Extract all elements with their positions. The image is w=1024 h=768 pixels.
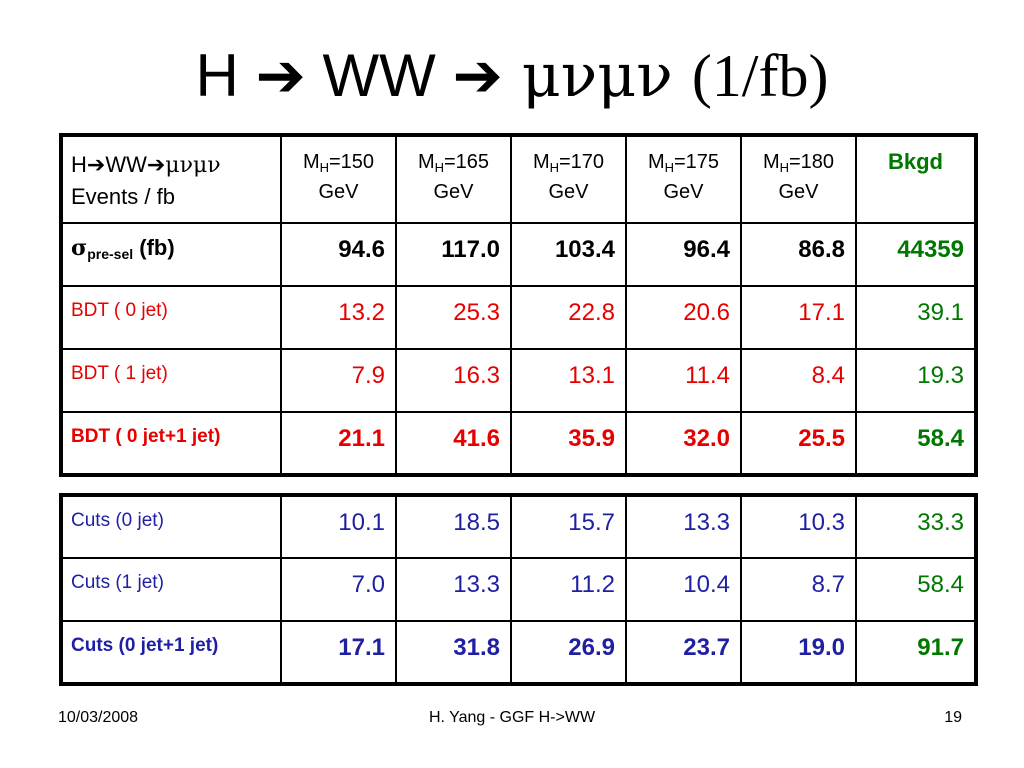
row-label: BDT ( 0 jet+1 jet): [60, 411, 282, 476]
table-cell: 96.4: [625, 222, 742, 287]
footer-author: H. Yang - GGF H->WW: [428, 709, 596, 726]
row-label: BDT ( 0 jet): [60, 285, 282, 350]
table-cell: 117.0: [395, 222, 512, 287]
table-cell-bkgd: 44359: [855, 222, 977, 287]
arrow-icon: ➔: [86, 152, 106, 177]
table-cell: 17.1: [740, 285, 857, 350]
row-label: Cuts (1 jet): [60, 557, 282, 622]
table-cell: 16.3: [395, 348, 512, 413]
table-row: Cuts (0 jet+1 jet) 17.1 31.8 26.9 23.7 1…: [60, 620, 977, 685]
arrow-icon: ➔: [146, 152, 166, 177]
cuts-results-table: Cuts (0 jet) 10.1 18.5 15.7 13.3 10.3 33…: [59, 493, 978, 686]
table-cell: 17.1: [280, 620, 397, 685]
table-cell: 13.3: [625, 494, 742, 559]
table-cell: 94.6: [280, 222, 397, 287]
table-cell: 25.5: [740, 411, 857, 476]
table-cell: 13.2: [280, 285, 397, 350]
table-header-row: H➔WW➔μνμν Events / fb MH=150 GeV MH=165 Ge…: [60, 134, 977, 224]
header-events-label: Events / fb: [71, 184, 175, 209]
header-process-cell: H➔WW➔μνμν Events / fb: [60, 134, 282, 224]
arrow-icon: ➔: [255, 42, 306, 109]
header-greek: μνμν: [165, 153, 221, 178]
table-cell: 22.8: [510, 285, 627, 350]
bkgd-header: Bkgd: [855, 134, 977, 224]
table-cell-bkgd: 58.4: [855, 557, 977, 622]
mass-header-165: MH=165 GeV: [395, 134, 512, 224]
title-mid: WW: [305, 42, 453, 109]
table-cell-bkgd: 58.4: [855, 411, 977, 476]
table-row: Cuts (0 jet) 10.1 18.5 15.7 13.3 10.3 33…: [60, 494, 977, 559]
title-lead: H: [195, 42, 256, 109]
title-units: (1/fb): [691, 43, 829, 109]
table-cell: 35.9: [510, 411, 627, 476]
table-cell: 21.1: [280, 411, 397, 476]
row-label: BDT ( 1 jet): [60, 348, 282, 413]
table-cell: 86.8: [740, 222, 857, 287]
title-greek: μνμν: [502, 41, 692, 111]
row-label: Cuts (0 jet+1 jet): [60, 620, 282, 685]
table-cell-bkgd: 33.3: [855, 494, 977, 559]
table-cell: 15.7: [510, 494, 627, 559]
table-row: Cuts (1 jet) 7.0 13.3 11.2 10.4 8.7 58.4: [60, 557, 977, 622]
table-cell: 10.1: [280, 494, 397, 559]
mass-header-150: MH=150 GeV: [280, 134, 397, 224]
table-cell: 20.6: [625, 285, 742, 350]
bdt-results-table: H➔WW➔μνμν Events / fb MH=150 GeV MH=165 Ge…: [59, 133, 978, 477]
table-cell: 25.3: [395, 285, 512, 350]
table-row: BDT ( 1 jet) 7.9 16.3 13.1 11.4 8.4 19.3: [60, 348, 977, 413]
table-row: σpre-sel (fb) 94.6 117.0 103.4 96.4 86.8…: [60, 222, 977, 287]
table-cell: 26.9: [510, 620, 627, 685]
table-cell-bkgd: 91.7: [855, 620, 977, 685]
table-cell: 10.4: [625, 557, 742, 622]
table-row: BDT ( 0 jet) 13.2 25.3 22.8 20.6 17.1 39…: [60, 285, 977, 350]
table-cell-bkgd: 19.3: [855, 348, 977, 413]
table-cell: 7.0: [280, 557, 397, 622]
footer-date: 10/03/2008: [58, 709, 139, 726]
table-cell: 103.4: [510, 222, 627, 287]
table-cell: 41.6: [395, 411, 512, 476]
table-cell: 7.9: [280, 348, 397, 413]
footer-page-number: 19: [944, 709, 962, 726]
table-cell: 23.7: [625, 620, 742, 685]
table-cell: 11.2: [510, 557, 627, 622]
table-cell: 13.1: [510, 348, 627, 413]
table-cell: 18.5: [395, 494, 512, 559]
table-cell: 19.0: [740, 620, 857, 685]
slide-title: H ➔ WW ➔ μνμν (1/fb): [0, 38, 1024, 114]
table-cell: 13.3: [395, 557, 512, 622]
table-cell-bkgd: 39.1: [855, 285, 977, 350]
table-cell: 11.4: [625, 348, 742, 413]
mass-header-170: MH=170 GeV: [510, 134, 627, 224]
mass-header-180: MH=180 GeV: [740, 134, 857, 224]
table-row: BDT ( 0 jet+1 jet) 21.1 41.6 35.9 32.0 2…: [60, 411, 977, 476]
table-cell: 10.3: [740, 494, 857, 559]
row-label: Cuts (0 jet): [60, 494, 282, 559]
header-ww: WW: [105, 152, 147, 177]
table-cell: 8.7: [740, 557, 857, 622]
header-h: H: [71, 152, 87, 177]
mass-header-175: MH=175 GeV: [625, 134, 742, 224]
table-cell: 32.0: [625, 411, 742, 476]
sigma-label: σpre-sel (fb): [60, 222, 282, 287]
table-cell: 8.4: [740, 348, 857, 413]
arrow-icon: ➔: [452, 42, 503, 109]
table-cell: 31.8: [395, 620, 512, 685]
